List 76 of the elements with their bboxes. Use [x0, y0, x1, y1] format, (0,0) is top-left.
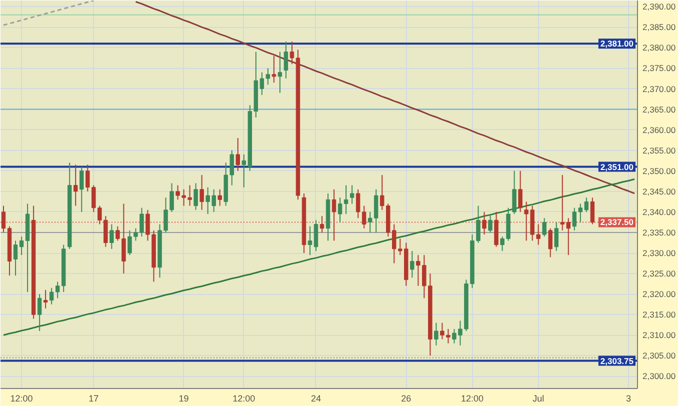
candlestick	[236, 138, 240, 172]
candlestick	[542, 218, 546, 238]
y-tick-label: 2,320.00	[642, 289, 676, 300]
candlestick	[332, 188, 336, 242]
x-tick-label: 26	[401, 394, 412, 404]
y-tick-label: 2,345.00	[642, 186, 676, 196]
y-tick-label: 2,325.00	[642, 268, 676, 279]
y-tick-label: 2,385.00	[642, 22, 676, 32]
candlestick	[290, 41, 294, 65]
candlestick	[314, 220, 318, 252]
candlestick	[43, 289, 48, 309]
candlestick	[146, 209, 150, 242]
y-tick-label: 2,355.00	[642, 145, 676, 156]
candlestick	[272, 55, 276, 84]
y-tick-label: 2,370.00	[642, 84, 676, 94]
y-tick-label: 2,360.00	[642, 124, 676, 135]
candlestick	[1, 205, 6, 233]
x-tick-label: 12:00	[460, 394, 484, 404]
candlestick	[194, 182, 198, 210]
line-series	[134, 0, 636, 194]
candlestick	[488, 214, 492, 233]
candlestick	[140, 207, 144, 238]
candlestick	[356, 188, 360, 219]
candlestick	[434, 322, 438, 346]
x-tick-label: 12:00	[232, 394, 256, 404]
candlestick	[446, 328, 450, 344]
y-tick-label: 2,315.00	[642, 310, 676, 320]
candlestick	[200, 174, 204, 210]
candlestick	[338, 197, 342, 223]
x-tick-label: 19	[178, 394, 189, 404]
candlestick	[110, 224, 114, 250]
x-tick-label: 3	[626, 394, 631, 404]
candlestick	[518, 170, 522, 212]
y-tick-label: 2,365.00	[642, 104, 676, 114]
candlestick	[74, 164, 78, 206]
candlestick	[104, 216, 108, 248]
candlestick	[13, 240, 18, 276]
candlestick	[512, 170, 516, 215]
line-series	[2, 178, 636, 336]
candlestick	[410, 250, 414, 278]
y-tick-label: 2,335.00	[642, 227, 676, 238]
candlestick	[218, 188, 222, 206]
x-tick-label: Jul	[532, 394, 544, 404]
y-tick-label: 2,305.00	[642, 350, 676, 361]
ref-line-label: 2,303.75	[600, 356, 634, 366]
x-tick-label: 12:00	[10, 394, 33, 404]
y-tick-label: 2,350.00	[642, 166, 676, 176]
line-series	[2, 0, 94, 26]
candlestick	[284, 41, 288, 80]
candlestick	[176, 184, 180, 200]
x-tick-label: 17	[88, 394, 99, 404]
candlestick	[320, 216, 324, 233]
candlestick	[590, 197, 595, 225]
candlestick	[548, 228, 552, 258]
y-tick-label: 2,330.00	[642, 248, 676, 258]
y-tick-label: 2,380.00	[642, 42, 676, 53]
candlestick	[308, 226, 312, 256]
candlestick	[350, 184, 354, 204]
ref-line-label: 2,337.50	[600, 217, 634, 228]
y-tick-label: 2,390.00	[642, 2, 676, 12]
y-tick-label: 2,300.00	[642, 371, 676, 382]
y-tick-label: 2,375.00	[642, 63, 676, 74]
candlestick	[482, 211, 486, 236]
y-tick-label: 2,310.00	[642, 330, 676, 340]
y-tick-label: 2,340.00	[642, 206, 676, 217]
candlestick	[362, 205, 366, 229]
candlestick	[344, 184, 348, 215]
candlestick	[80, 166, 84, 212]
x-tick-label: 24	[310, 394, 322, 404]
ref-line-label: 2,351.00	[600, 162, 634, 172]
candlestick	[554, 222, 558, 252]
ref-line-label: 2,381.00	[600, 38, 634, 49]
candlestick	[278, 51, 282, 94]
candlestick	[37, 294, 42, 332]
candlestick	[440, 322, 444, 340]
candlestick	[19, 236, 24, 256]
